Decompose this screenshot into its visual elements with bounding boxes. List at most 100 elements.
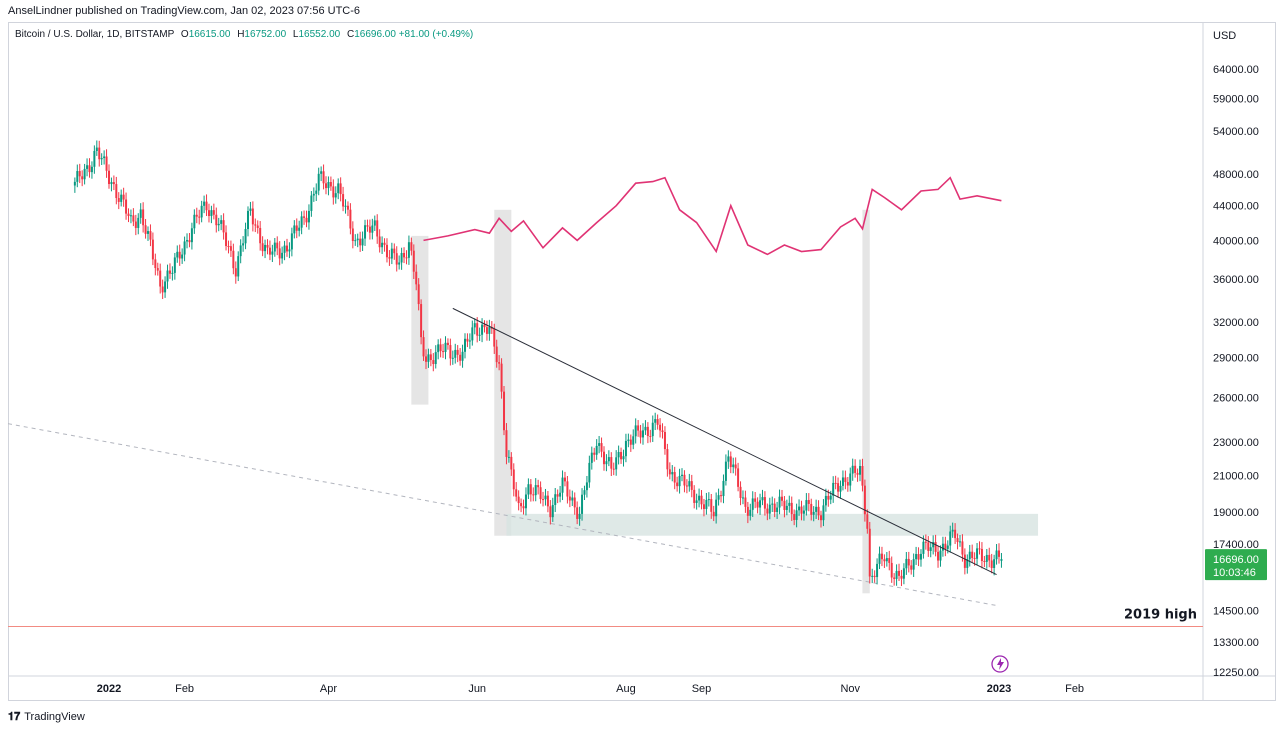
candle-body [720, 495, 723, 497]
candle [142, 202, 145, 233]
candle [871, 568, 874, 584]
candle-body [300, 216, 303, 228]
candle-body [661, 430, 664, 433]
candle-body [451, 357, 454, 359]
candle-body [120, 194, 123, 202]
candle [546, 491, 549, 513]
overlay-series-line [423, 176, 1002, 256]
candle-body [985, 554, 988, 562]
candle [249, 201, 252, 216]
candle [515, 482, 518, 502]
close-value: 16696.00 [354, 29, 396, 40]
candle [110, 177, 113, 192]
candle-body [249, 208, 252, 211]
lightning-icon [991, 655, 1009, 673]
candle-body [122, 194, 125, 200]
candle [415, 264, 418, 291]
candle [563, 471, 566, 487]
brand-name: TradingView [24, 711, 85, 723]
candle [200, 200, 203, 223]
candle-body [632, 436, 635, 445]
time-axis-label: Feb [175, 683, 194, 695]
candle-body [232, 250, 235, 269]
candle-body [237, 256, 240, 277]
candle-body [885, 558, 888, 562]
candle [593, 447, 596, 462]
candle-body [105, 156, 108, 171]
candle [361, 231, 364, 252]
candle-body [690, 481, 693, 490]
candle-body [924, 541, 927, 543]
candle-body [734, 464, 737, 469]
candle-body [583, 490, 586, 495]
candle-body [871, 575, 874, 577]
candle [785, 499, 788, 516]
candle-body [115, 184, 118, 199]
candle [227, 240, 230, 254]
candle-body [722, 480, 725, 497]
candle-body [883, 559, 886, 562]
candle-body [498, 362, 501, 364]
candle-body [712, 511, 715, 517]
candle [300, 211, 303, 235]
candle [225, 225, 228, 251]
candle [320, 166, 323, 182]
candle-body [751, 498, 754, 510]
candle-body [683, 474, 686, 486]
candle [137, 213, 140, 235]
candle [449, 338, 452, 366]
candle-body [785, 505, 788, 510]
candle [581, 488, 584, 521]
candle [176, 245, 179, 263]
candle [817, 500, 820, 521]
candle-body [215, 214, 218, 226]
candle [278, 241, 281, 266]
candle-body [744, 497, 747, 507]
candle-body [907, 558, 910, 566]
candle [337, 178, 340, 200]
candle-body [790, 502, 793, 515]
price-axis-label: 44000.00 [1213, 201, 1259, 213]
candle [310, 191, 313, 217]
candle [834, 475, 837, 490]
price-axis-label: 23000.00 [1213, 437, 1259, 449]
candle [617, 445, 620, 465]
candle [768, 497, 771, 520]
price-axis-label: 54000.00 [1213, 126, 1259, 138]
candle [307, 204, 310, 230]
candle-body [524, 494, 527, 509]
candle [715, 492, 718, 524]
candle [434, 345, 437, 369]
candle [149, 224, 152, 247]
candle-body [537, 485, 540, 488]
candle [644, 420, 647, 435]
candle [866, 509, 869, 534]
candle [171, 266, 174, 281]
candle [585, 475, 588, 498]
candle-body [954, 529, 957, 539]
candle-body [246, 210, 249, 230]
candle-body [880, 553, 883, 560]
candle [295, 218, 298, 239]
candle-body [749, 509, 752, 516]
candle-body [478, 334, 481, 336]
candle [795, 503, 798, 528]
candle-body [729, 456, 732, 468]
candle [790, 496, 793, 521]
candle [168, 263, 171, 279]
candle-body [659, 424, 662, 431]
candle [839, 480, 842, 499]
candle-body [737, 468, 740, 487]
candle-body [305, 217, 308, 223]
candle-body [861, 466, 864, 486]
low-value: 16552.00 [298, 29, 341, 40]
candle [963, 548, 966, 575]
candle-body [793, 514, 796, 520]
candle [929, 542, 932, 558]
candle [103, 150, 106, 165]
candle-body [588, 462, 591, 483]
candle [232, 243, 235, 275]
candle [427, 348, 430, 368]
candle [646, 422, 649, 444]
